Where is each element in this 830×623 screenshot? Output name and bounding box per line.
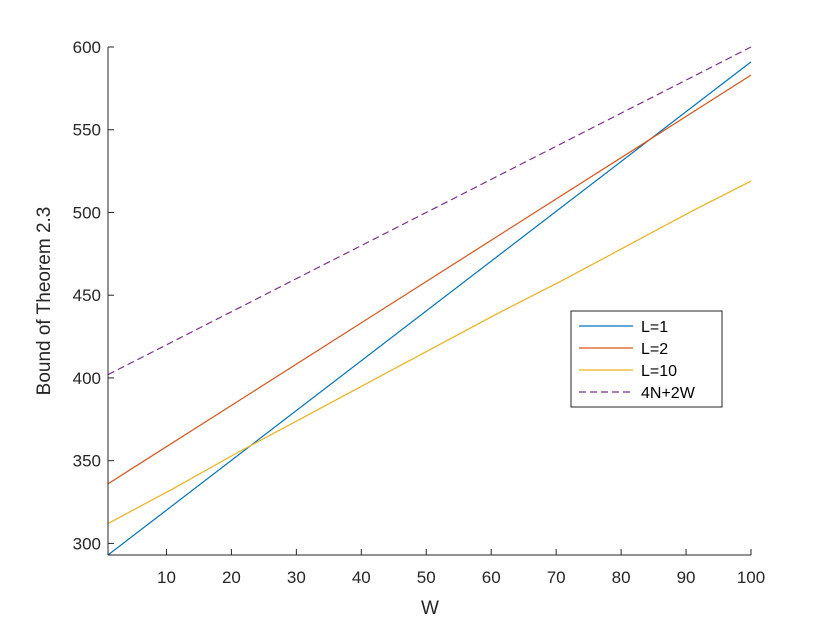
y-ticks: 300 350 400 450 500 550 600 (73, 38, 114, 553)
x-tick-label: 20 (222, 568, 241, 587)
x-tick-label: 100 (737, 568, 765, 587)
y-tick-label: 300 (73, 534, 101, 553)
series-line-l-2 (107, 74, 752, 485)
legend-label-l-10: L=10 (641, 363, 677, 380)
x-tick-label: 90 (677, 568, 696, 587)
y-tick-label: 550 (73, 121, 101, 140)
series-line-l-1 (107, 61, 752, 556)
x-tick-label: 10 (157, 568, 176, 587)
y-tick-label: 500 (73, 203, 101, 222)
x-axis-label: W (421, 598, 439, 619)
x-tick-label: 40 (352, 568, 371, 587)
plot-lines (107, 46, 752, 556)
y-axis-label: Bound of Theorem 2.3 (34, 207, 55, 396)
y-tick-label: 400 (73, 369, 101, 388)
x-tick-label: 50 (417, 568, 436, 587)
x-tick-label: 80 (612, 568, 631, 587)
x-ticks: 10 20 30 40 50 60 70 80 90 100 (157, 549, 765, 587)
y-tick-label: 600 (73, 38, 101, 57)
legend-label-l-1: L=1 (641, 319, 668, 336)
x-tick-label: 70 (547, 568, 566, 587)
series-line-l-10 (107, 180, 752, 525)
y-tick-label: 350 (73, 452, 101, 471)
x-tick-label: 60 (482, 568, 501, 587)
axes (107, 47, 751, 556)
legend-label-l-2: L=2 (641, 341, 668, 358)
legend-label-4n-2w: 4N+2W (641, 385, 696, 402)
x-tick-label: 30 (287, 568, 306, 587)
legend-box (570, 310, 723, 408)
y-tick-label: 450 (73, 286, 101, 305)
legend: L=1 L=2 L=10 4N+2W (570, 310, 723, 408)
